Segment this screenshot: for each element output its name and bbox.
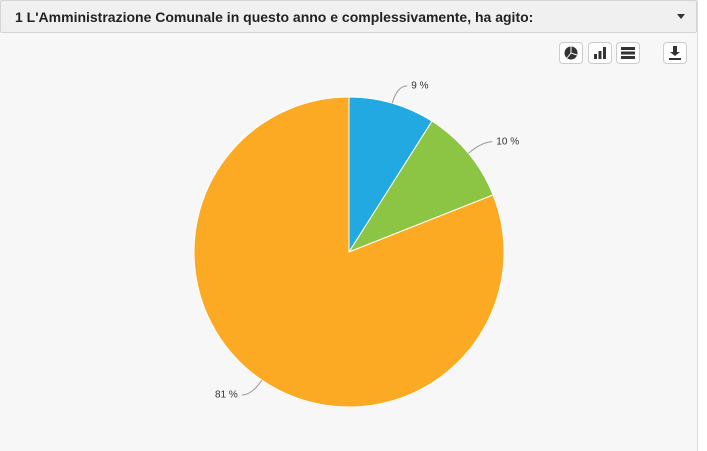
pie-icon	[564, 46, 578, 60]
pie-slice	[193, 96, 505, 408]
label-connector	[391, 85, 408, 104]
label-connector	[241, 379, 263, 396]
slice-label: 9 %	[411, 81, 428, 92]
question-title: 1 L'Amministrazione Comunale in questo a…	[15, 9, 534, 25]
pie-slice	[348, 96, 433, 254]
download-icon	[669, 46, 681, 60]
label-connector	[468, 141, 493, 154]
pie-view-button[interactable]	[559, 42, 583, 64]
bar-view-button[interactable]	[588, 42, 612, 64]
pie-slice	[347, 120, 494, 254]
download-button[interactable]	[663, 42, 687, 64]
slice-label: 10 %	[496, 136, 519, 147]
slice-label: 81 %	[215, 390, 238, 401]
bar-icon	[594, 47, 606, 59]
table-icon	[621, 47, 635, 59]
widget-header[interactable]: 1 L'Amministrazione Comunale in questo a…	[0, 0, 697, 33]
table-view-button[interactable]	[616, 42, 640, 64]
dropdown-caret[interactable]	[677, 14, 685, 19]
